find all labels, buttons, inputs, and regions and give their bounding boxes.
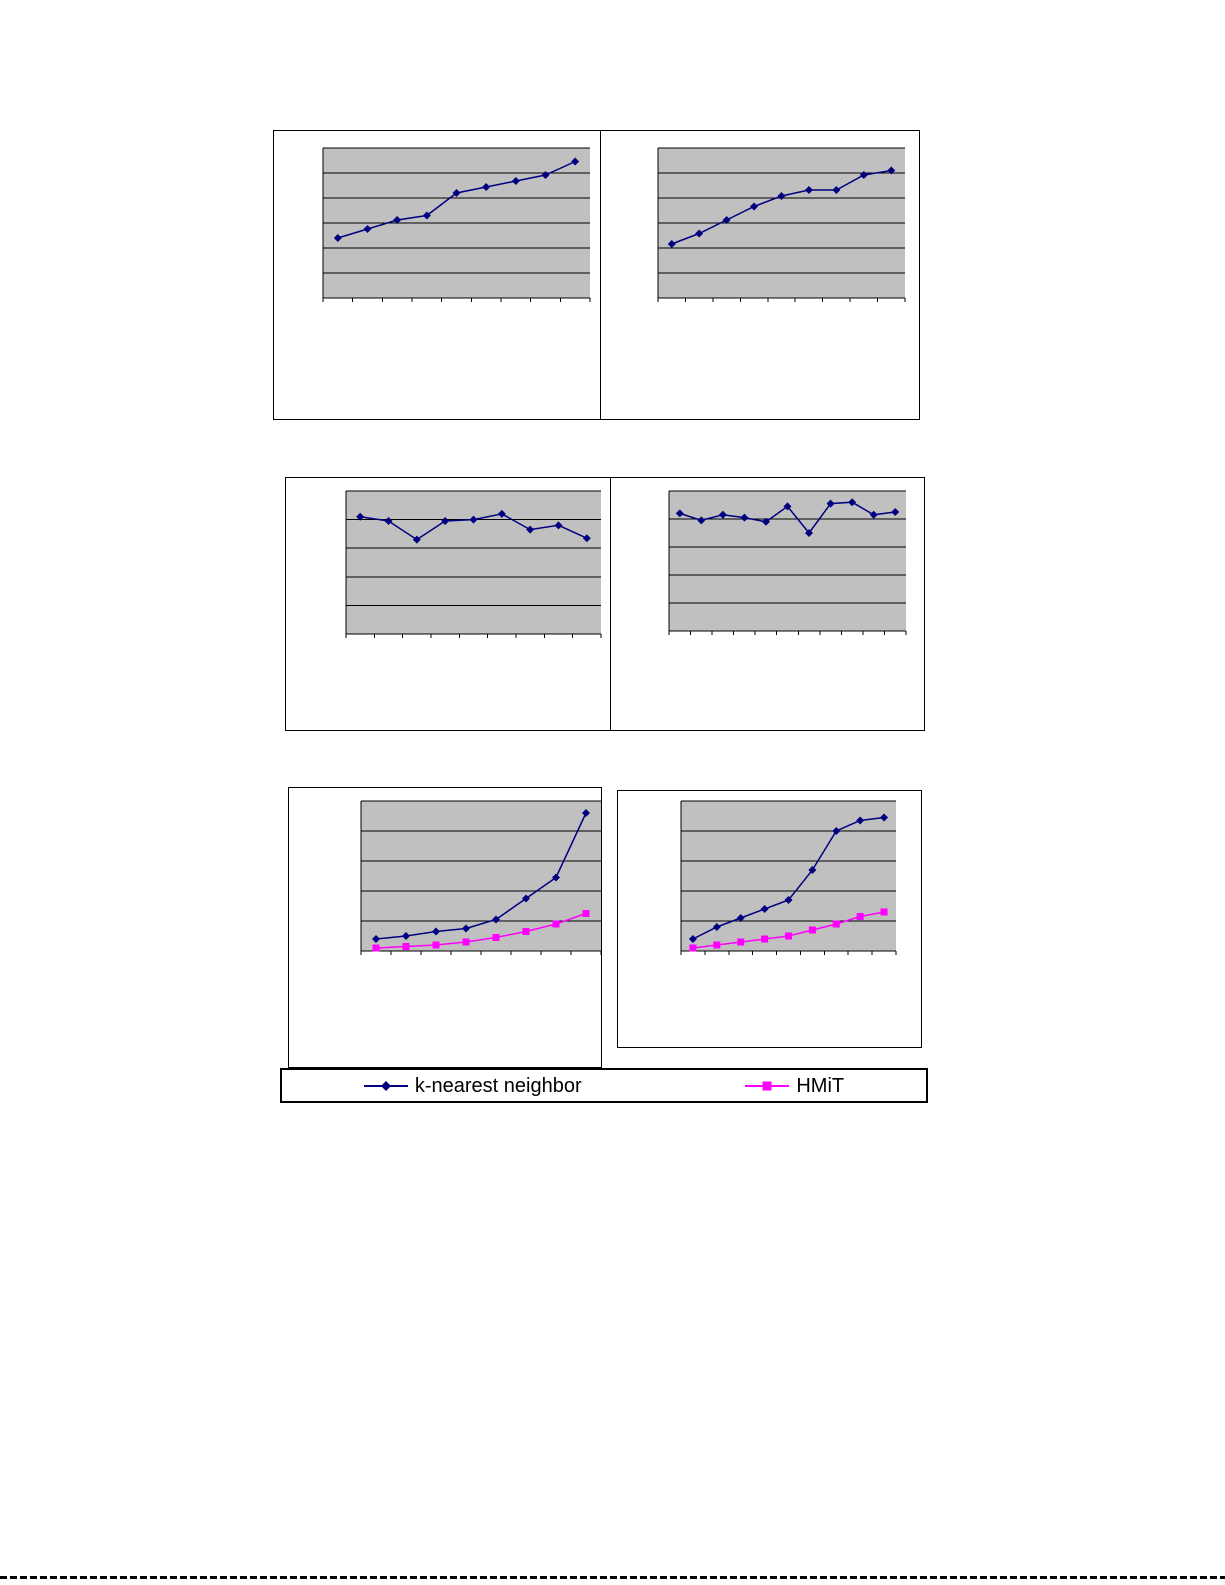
hmit-series-marker-icon (745, 1081, 790, 1090)
chart-middle-left (345, 490, 602, 638)
knn-series-marker-icon (363, 1080, 408, 1091)
legend-item-hmit: HMiT (745, 1076, 844, 1096)
chart-top-left (322, 147, 591, 302)
legend-label-knn: k-nearest neighbor (414, 1074, 582, 1097)
bottom-left-chart-box (288, 787, 602, 1068)
legend-item-knn: k-nearest neighbor (363, 1074, 582, 1097)
legend-label-hmit: HMiT (796, 1074, 845, 1097)
chart-middle-right (668, 490, 907, 635)
chart-bottom-left (360, 800, 602, 955)
chart-bottom-right (680, 800, 897, 955)
bottom-right-chart-box (617, 790, 922, 1048)
panel-divider (610, 478, 611, 730)
chart-top-right (657, 147, 906, 302)
page-bottom-rule (0, 1576, 1225, 1579)
panel-divider (600, 131, 601, 419)
top-charts-panel (273, 130, 920, 420)
chart-legend: k-nearest neighbor HMiT (280, 1068, 928, 1103)
middle-charts-panel (285, 477, 925, 731)
